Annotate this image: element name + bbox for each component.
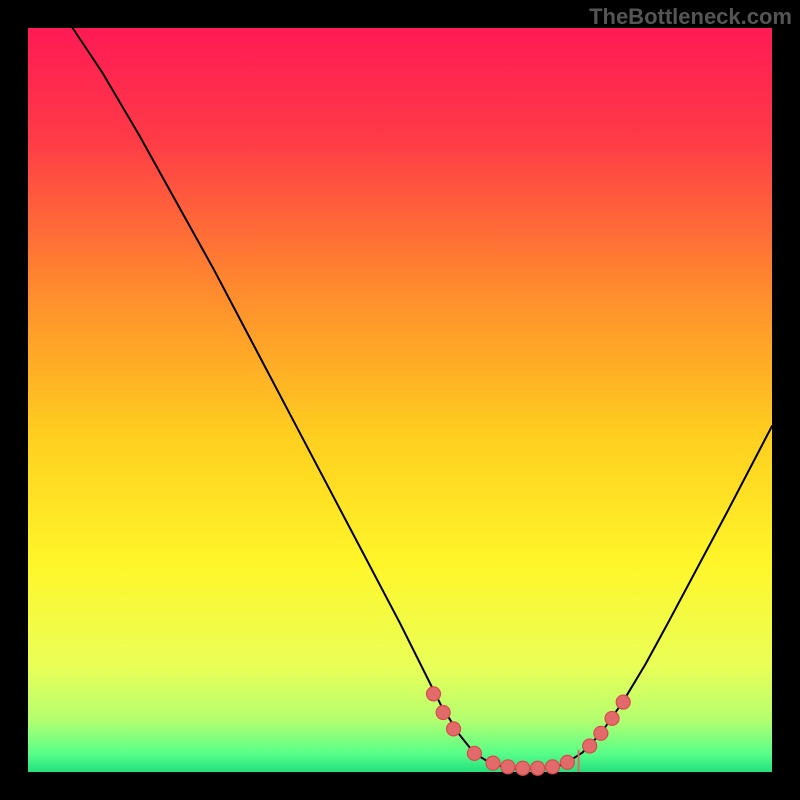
marker-dot <box>605 711 619 725</box>
marker-dot <box>531 761 545 775</box>
marker-dot <box>616 695 630 709</box>
marker-dot <box>467 746 481 760</box>
marker-dot <box>546 760 560 774</box>
marker-dot <box>426 687 440 701</box>
chart-stage: TheBottleneck.com <box>0 0 800 800</box>
bottleneck-curve <box>73 28 772 769</box>
marker-dot <box>594 726 608 740</box>
marker-dot <box>436 705 450 719</box>
marker-dot <box>516 761 530 775</box>
series-layer <box>28 28 772 772</box>
marker-dot <box>447 722 461 736</box>
watermark-text: TheBottleneck.com <box>589 4 792 30</box>
marker-dot <box>583 739 597 753</box>
marker-dot <box>501 760 515 774</box>
marker-dot <box>486 756 500 770</box>
markers-group <box>426 687 630 775</box>
marker-dot <box>560 755 574 769</box>
plot-area <box>28 28 772 772</box>
